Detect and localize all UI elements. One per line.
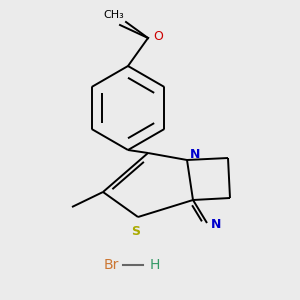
Text: Br: Br bbox=[103, 258, 119, 272]
Text: N: N bbox=[190, 148, 200, 161]
Text: H: H bbox=[150, 258, 160, 272]
Text: N: N bbox=[211, 218, 221, 232]
Text: O: O bbox=[153, 31, 163, 44]
Text: CH₃: CH₃ bbox=[103, 10, 124, 20]
Text: S: S bbox=[131, 225, 140, 238]
